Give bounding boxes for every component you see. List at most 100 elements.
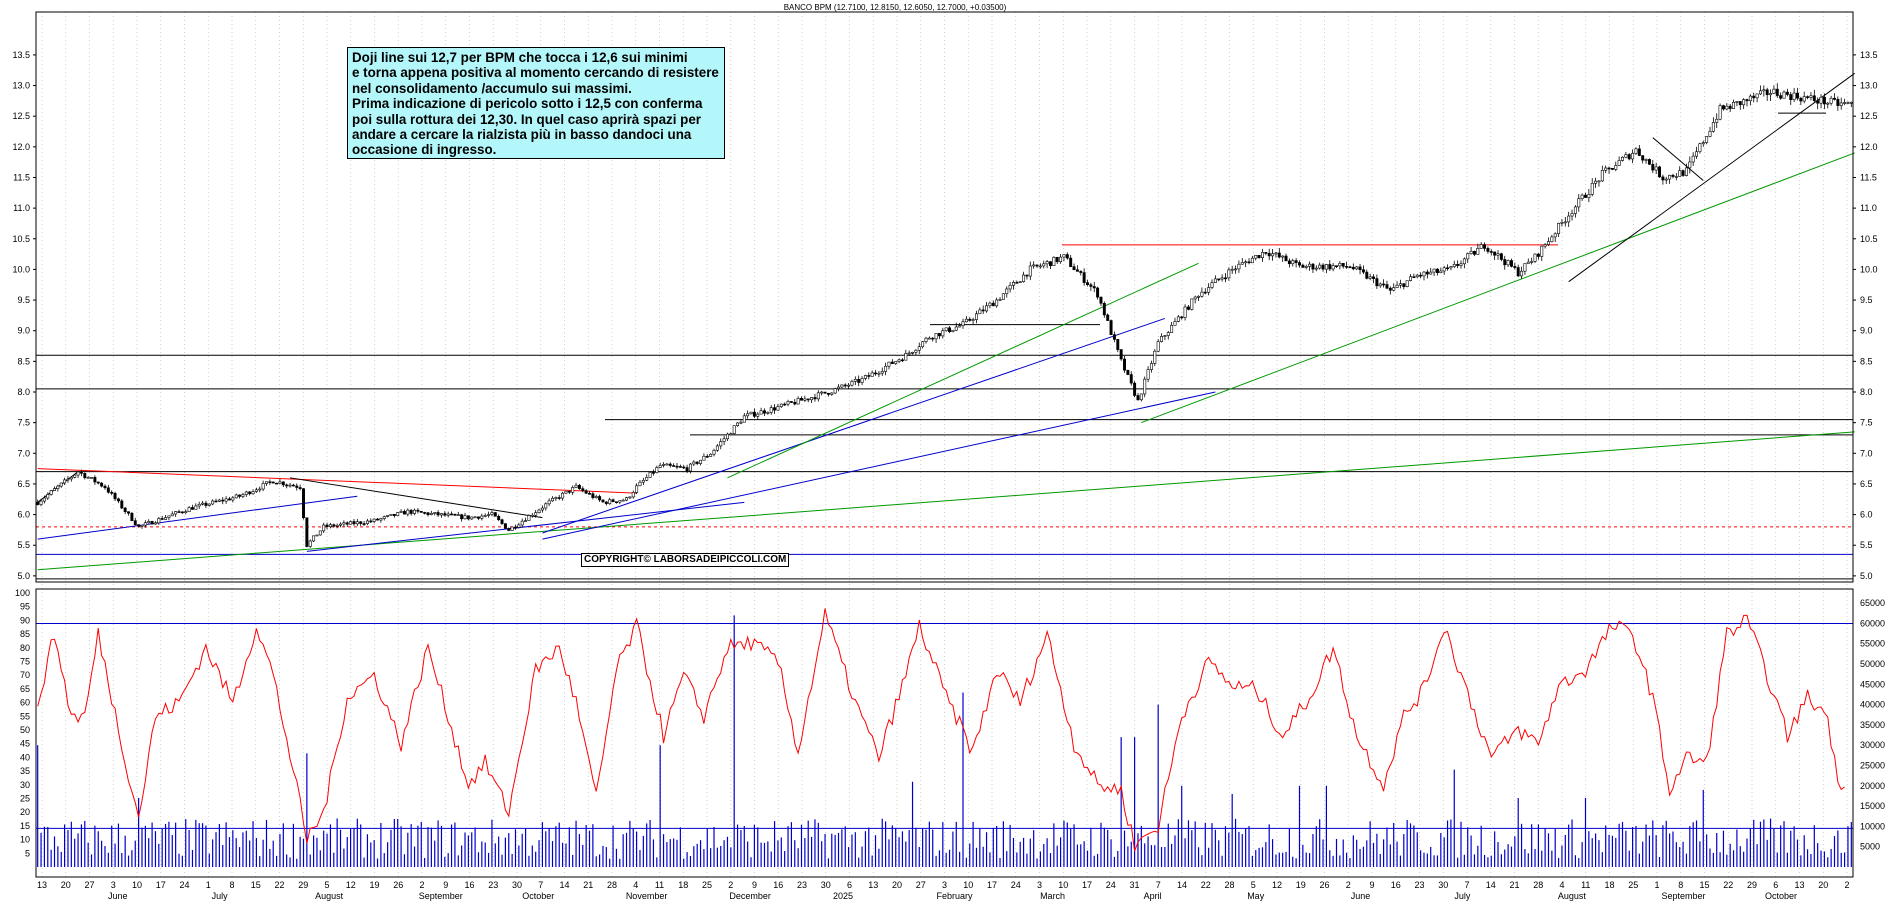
candle-body xyxy=(672,465,676,467)
y-tick-label-right: 7.0 xyxy=(1860,448,1873,458)
candle-body xyxy=(1378,283,1382,287)
candle-body xyxy=(1173,321,1177,326)
candle-body xyxy=(1833,97,1836,100)
candle-body xyxy=(1018,281,1022,283)
candle-body xyxy=(1079,271,1083,273)
x-day-tick: 2 xyxy=(1844,880,1849,890)
candle-body xyxy=(281,481,285,486)
osc-tick-label: 85 xyxy=(20,629,30,639)
candle-body xyxy=(1711,122,1715,132)
candle-body xyxy=(66,478,70,481)
candle-body xyxy=(328,524,332,527)
candle-body xyxy=(655,467,659,473)
osc-tick-label: 90 xyxy=(20,615,30,625)
candle-body xyxy=(1112,334,1116,340)
candle-body xyxy=(217,499,221,502)
candle-body xyxy=(1217,278,1221,281)
candle-body xyxy=(1802,96,1806,102)
candle-body xyxy=(1176,316,1180,322)
x-day-tick: 14 xyxy=(559,880,569,890)
candle-body xyxy=(271,481,275,484)
trend-line xyxy=(542,391,1216,540)
candle-body xyxy=(1664,178,1668,181)
candle-body xyxy=(1321,264,1325,270)
candle-body xyxy=(611,499,615,503)
candle-body xyxy=(1604,167,1608,171)
candle-body xyxy=(1459,263,1463,266)
candle-body xyxy=(1038,265,1042,268)
candle-body xyxy=(931,337,935,340)
x-day-tick: 25 xyxy=(702,880,712,890)
candle-body xyxy=(1186,306,1190,310)
x-day-tick: 27 xyxy=(916,880,926,890)
trend-line xyxy=(1652,137,1704,181)
candle-body xyxy=(278,481,282,484)
x-month-label: June xyxy=(1351,891,1371,901)
candle-body xyxy=(1250,257,1254,264)
candle-body xyxy=(719,441,723,447)
candle-body xyxy=(1035,264,1039,267)
candle-body xyxy=(73,474,77,478)
candle-body xyxy=(147,521,151,524)
candle-body xyxy=(436,512,440,516)
candle-body xyxy=(1059,256,1063,263)
candle-body xyxy=(1758,90,1762,95)
candle-body xyxy=(1698,143,1702,153)
candle-body xyxy=(843,384,847,387)
x-day-tick: 12 xyxy=(346,880,356,890)
candle-body xyxy=(1119,349,1123,360)
candle-body xyxy=(1409,276,1413,281)
candle-body xyxy=(197,503,201,507)
candle-body xyxy=(702,455,706,461)
candle-body xyxy=(342,522,346,525)
candle-body xyxy=(1361,269,1365,273)
candle-body xyxy=(870,372,874,377)
candle-body xyxy=(1472,250,1476,255)
candle-body xyxy=(133,520,137,525)
osc-tick-label: 65 xyxy=(20,684,30,694)
candle-body xyxy=(1809,95,1813,98)
candle-body xyxy=(991,302,995,307)
candle-body xyxy=(221,499,225,502)
candle-body xyxy=(867,375,871,377)
candle-body xyxy=(285,484,289,487)
candle-body xyxy=(1082,272,1086,283)
candle-body xyxy=(392,513,396,516)
candle-body xyxy=(265,481,268,484)
candle-body xyxy=(349,521,353,525)
candle-body xyxy=(174,511,178,515)
candle-body xyxy=(194,505,198,510)
y-tick-label-right: 8.0 xyxy=(1860,387,1873,397)
osc-tick-label: 75 xyxy=(20,657,30,667)
candle-body xyxy=(1779,95,1783,99)
candle-body xyxy=(1516,267,1520,277)
candle-body xyxy=(184,511,188,513)
osc-tick-label: 55 xyxy=(20,711,30,721)
candle-body xyxy=(322,524,326,532)
candle-body xyxy=(150,521,154,525)
x-month-label: July xyxy=(212,891,229,901)
candle-body xyxy=(1735,101,1739,103)
y-tick-label-right: 10.5 xyxy=(1860,234,1878,244)
candle-body xyxy=(1769,93,1773,96)
candle-body xyxy=(725,433,729,440)
candle-body xyxy=(1160,336,1164,342)
candle-body xyxy=(487,514,491,516)
candle-body xyxy=(1772,88,1776,94)
candle-body xyxy=(1304,266,1308,268)
candle-body xyxy=(958,325,962,328)
candle-body xyxy=(453,513,457,516)
candle-body xyxy=(1509,260,1513,267)
candle-body xyxy=(413,509,417,514)
candle-body xyxy=(386,515,390,517)
candle-body xyxy=(1412,276,1416,279)
candle-body xyxy=(1570,213,1574,217)
candle-body xyxy=(1109,320,1113,335)
candle-body xyxy=(1584,194,1587,198)
candle-body xyxy=(752,411,756,417)
x-day-tick: 17 xyxy=(1082,880,1092,890)
candle-body xyxy=(1190,298,1194,310)
candle-body xyxy=(369,520,373,523)
candle-body xyxy=(1775,88,1779,96)
candle-body xyxy=(56,485,60,489)
